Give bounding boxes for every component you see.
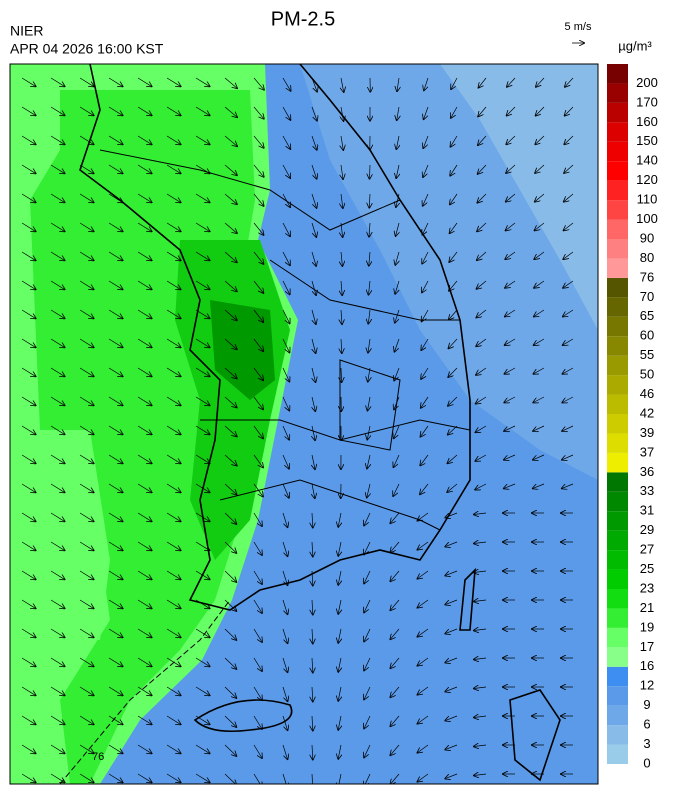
colorbar-label: 76 bbox=[640, 269, 654, 284]
colorbar-segment bbox=[607, 395, 628, 414]
colorbar-segment bbox=[607, 336, 628, 355]
colorbar-segment bbox=[607, 103, 628, 122]
colorbar-label: 65 bbox=[640, 308, 654, 323]
colorbar-segment bbox=[607, 122, 628, 141]
colorbar-label: 150 bbox=[636, 133, 658, 148]
colorbar-segment bbox=[607, 608, 628, 627]
colorbar-label: 110 bbox=[637, 192, 658, 207]
colorbar-label: 46 bbox=[640, 386, 654, 401]
colorbar-segment bbox=[607, 181, 628, 200]
colorbar-label: 120 bbox=[636, 172, 658, 187]
colorbar-segment bbox=[607, 375, 628, 394]
colorbar-label: 6 bbox=[643, 717, 650, 732]
colorbar-segment bbox=[607, 725, 628, 744]
colorbar-label: 23 bbox=[640, 580, 654, 595]
colorbar-segment bbox=[607, 161, 628, 180]
colorbar-label: 3 bbox=[643, 736, 650, 751]
colorbar-segment bbox=[607, 686, 628, 705]
unit: µg/m³ bbox=[618, 38, 652, 53]
contour-label: 76 bbox=[92, 751, 104, 763]
colorbar-segment bbox=[607, 511, 628, 530]
colorbar-label: 29 bbox=[640, 522, 654, 537]
colorbar-segment bbox=[607, 220, 628, 239]
colorbar-segment bbox=[607, 64, 628, 83]
title: PM-2.5 bbox=[271, 8, 335, 30]
colorbar-label: 16 bbox=[640, 658, 654, 673]
colorbar-segment bbox=[607, 433, 628, 452]
colorbar-label: 21 bbox=[640, 600, 654, 615]
colorbar-segment bbox=[607, 628, 628, 647]
colorbar-segment bbox=[607, 647, 628, 666]
datetime: APR 04 2026 16:00 KST bbox=[10, 41, 164, 57]
colorbar-label: 200 bbox=[636, 75, 658, 90]
colorbar-segment bbox=[607, 570, 628, 589]
colorbar-label: 60 bbox=[640, 328, 654, 343]
colorbar-label: 31 bbox=[640, 503, 654, 518]
colorbar-label: 12 bbox=[640, 678, 654, 693]
colorbar-label: 25 bbox=[640, 561, 654, 576]
colorbar: 0369121617192123252729313336373942465055… bbox=[607, 64, 658, 770]
colorbar-segment bbox=[607, 706, 628, 725]
colorbar-label: 17 bbox=[640, 639, 654, 654]
colorbar-label: 9 bbox=[643, 697, 650, 712]
agency: NIER bbox=[10, 23, 43, 39]
colorbar-label: 33 bbox=[640, 483, 654, 498]
colorbar-label: 170 bbox=[636, 94, 658, 109]
colorbar-segment bbox=[607, 356, 628, 375]
colorbar-segment bbox=[607, 142, 628, 161]
colorbar-label: 36 bbox=[640, 464, 654, 479]
colorbar-label: 37 bbox=[640, 444, 654, 459]
colorbar-segment bbox=[607, 317, 628, 336]
colorbar-segment bbox=[607, 258, 628, 277]
colorbar-segment bbox=[607, 239, 628, 258]
colorbar-label: 160 bbox=[636, 114, 658, 129]
colorbar-label: 19 bbox=[640, 619, 654, 634]
colorbar-label: 70 bbox=[640, 289, 654, 304]
colorbar-segment bbox=[607, 453, 628, 472]
colorbar-label: 55 bbox=[640, 347, 654, 362]
colorbar-segment bbox=[607, 297, 628, 316]
colorbar-label: 80 bbox=[640, 250, 654, 265]
colorbar-label: 90 bbox=[640, 230, 654, 245]
colorbar-segment bbox=[607, 472, 628, 491]
colorbar-segment bbox=[607, 589, 628, 608]
colorbar-segment bbox=[607, 278, 628, 297]
colorbar-segment bbox=[607, 492, 628, 511]
colorbar-segment bbox=[607, 414, 628, 433]
colorbar-label: 140 bbox=[636, 153, 658, 168]
wind-scale: 5 m/s bbox=[565, 21, 592, 33]
colorbar-label: 0 bbox=[643, 755, 650, 770]
colorbar-label: 100 bbox=[636, 211, 658, 226]
colorbar-segment bbox=[607, 550, 628, 569]
colorbar-label: 50 bbox=[640, 367, 654, 382]
wind-arrow bbox=[370, 165, 371, 179]
colorbar-segment bbox=[607, 83, 628, 102]
map: 76 bbox=[10, 64, 598, 789]
colorbar-segment bbox=[607, 745, 628, 764]
colorbar-label: 27 bbox=[640, 542, 654, 557]
colorbar-label: 39 bbox=[640, 425, 654, 440]
colorbar-segment bbox=[607, 531, 628, 550]
colorbar-segment bbox=[607, 200, 628, 219]
colorbar-label: 42 bbox=[640, 405, 654, 420]
colorbar-segment bbox=[607, 667, 628, 686]
